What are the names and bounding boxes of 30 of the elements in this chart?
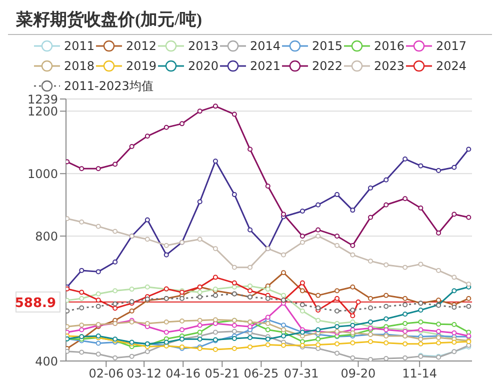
x-tick-label: 07-31	[284, 366, 319, 381]
legend-label: 2021	[250, 59, 281, 73]
x-tick-label: 09-20	[340, 366, 376, 381]
y-tick-label: 1000	[27, 166, 58, 181]
legend-label: 2011-2023均值	[64, 78, 154, 94]
x-tick-label: 03-12	[126, 366, 162, 381]
x-tick-label: 05-21	[204, 366, 240, 381]
legend-label: 2012	[126, 39, 157, 53]
x-tick-label: 06-25	[244, 366, 279, 381]
legend-label: 2019	[126, 59, 157, 73]
legend-label: 2017	[436, 39, 467, 53]
chart-title: 菜籽期货收盘价(加元/吨)	[15, 9, 204, 31]
y-tick-label: 1239	[27, 92, 58, 106]
x-tick-label: 04-16	[166, 366, 201, 381]
legend-label: 2011	[64, 39, 95, 53]
legend-label: 2022	[312, 59, 343, 73]
x-tick-label: 02-06	[88, 366, 124, 381]
legend-label: 2024	[436, 59, 467, 73]
ref-line-label: 588.9	[14, 296, 56, 312]
y-tick-label: 1200	[27, 104, 58, 118]
legend-label: 2015	[312, 39, 343, 53]
y-tick-label: 800	[35, 229, 58, 244]
y-tick-label: 400	[35, 354, 58, 368]
x-tick-label: 11-14	[402, 366, 438, 381]
legend-label: 2014	[250, 39, 281, 53]
legend-label: 2023	[374, 59, 405, 73]
legend-label: 2016	[374, 39, 405, 53]
legend-label: 2013	[188, 39, 219, 53]
legend-label: 2018	[64, 59, 95, 73]
legend-label: 2020	[188, 59, 219, 73]
